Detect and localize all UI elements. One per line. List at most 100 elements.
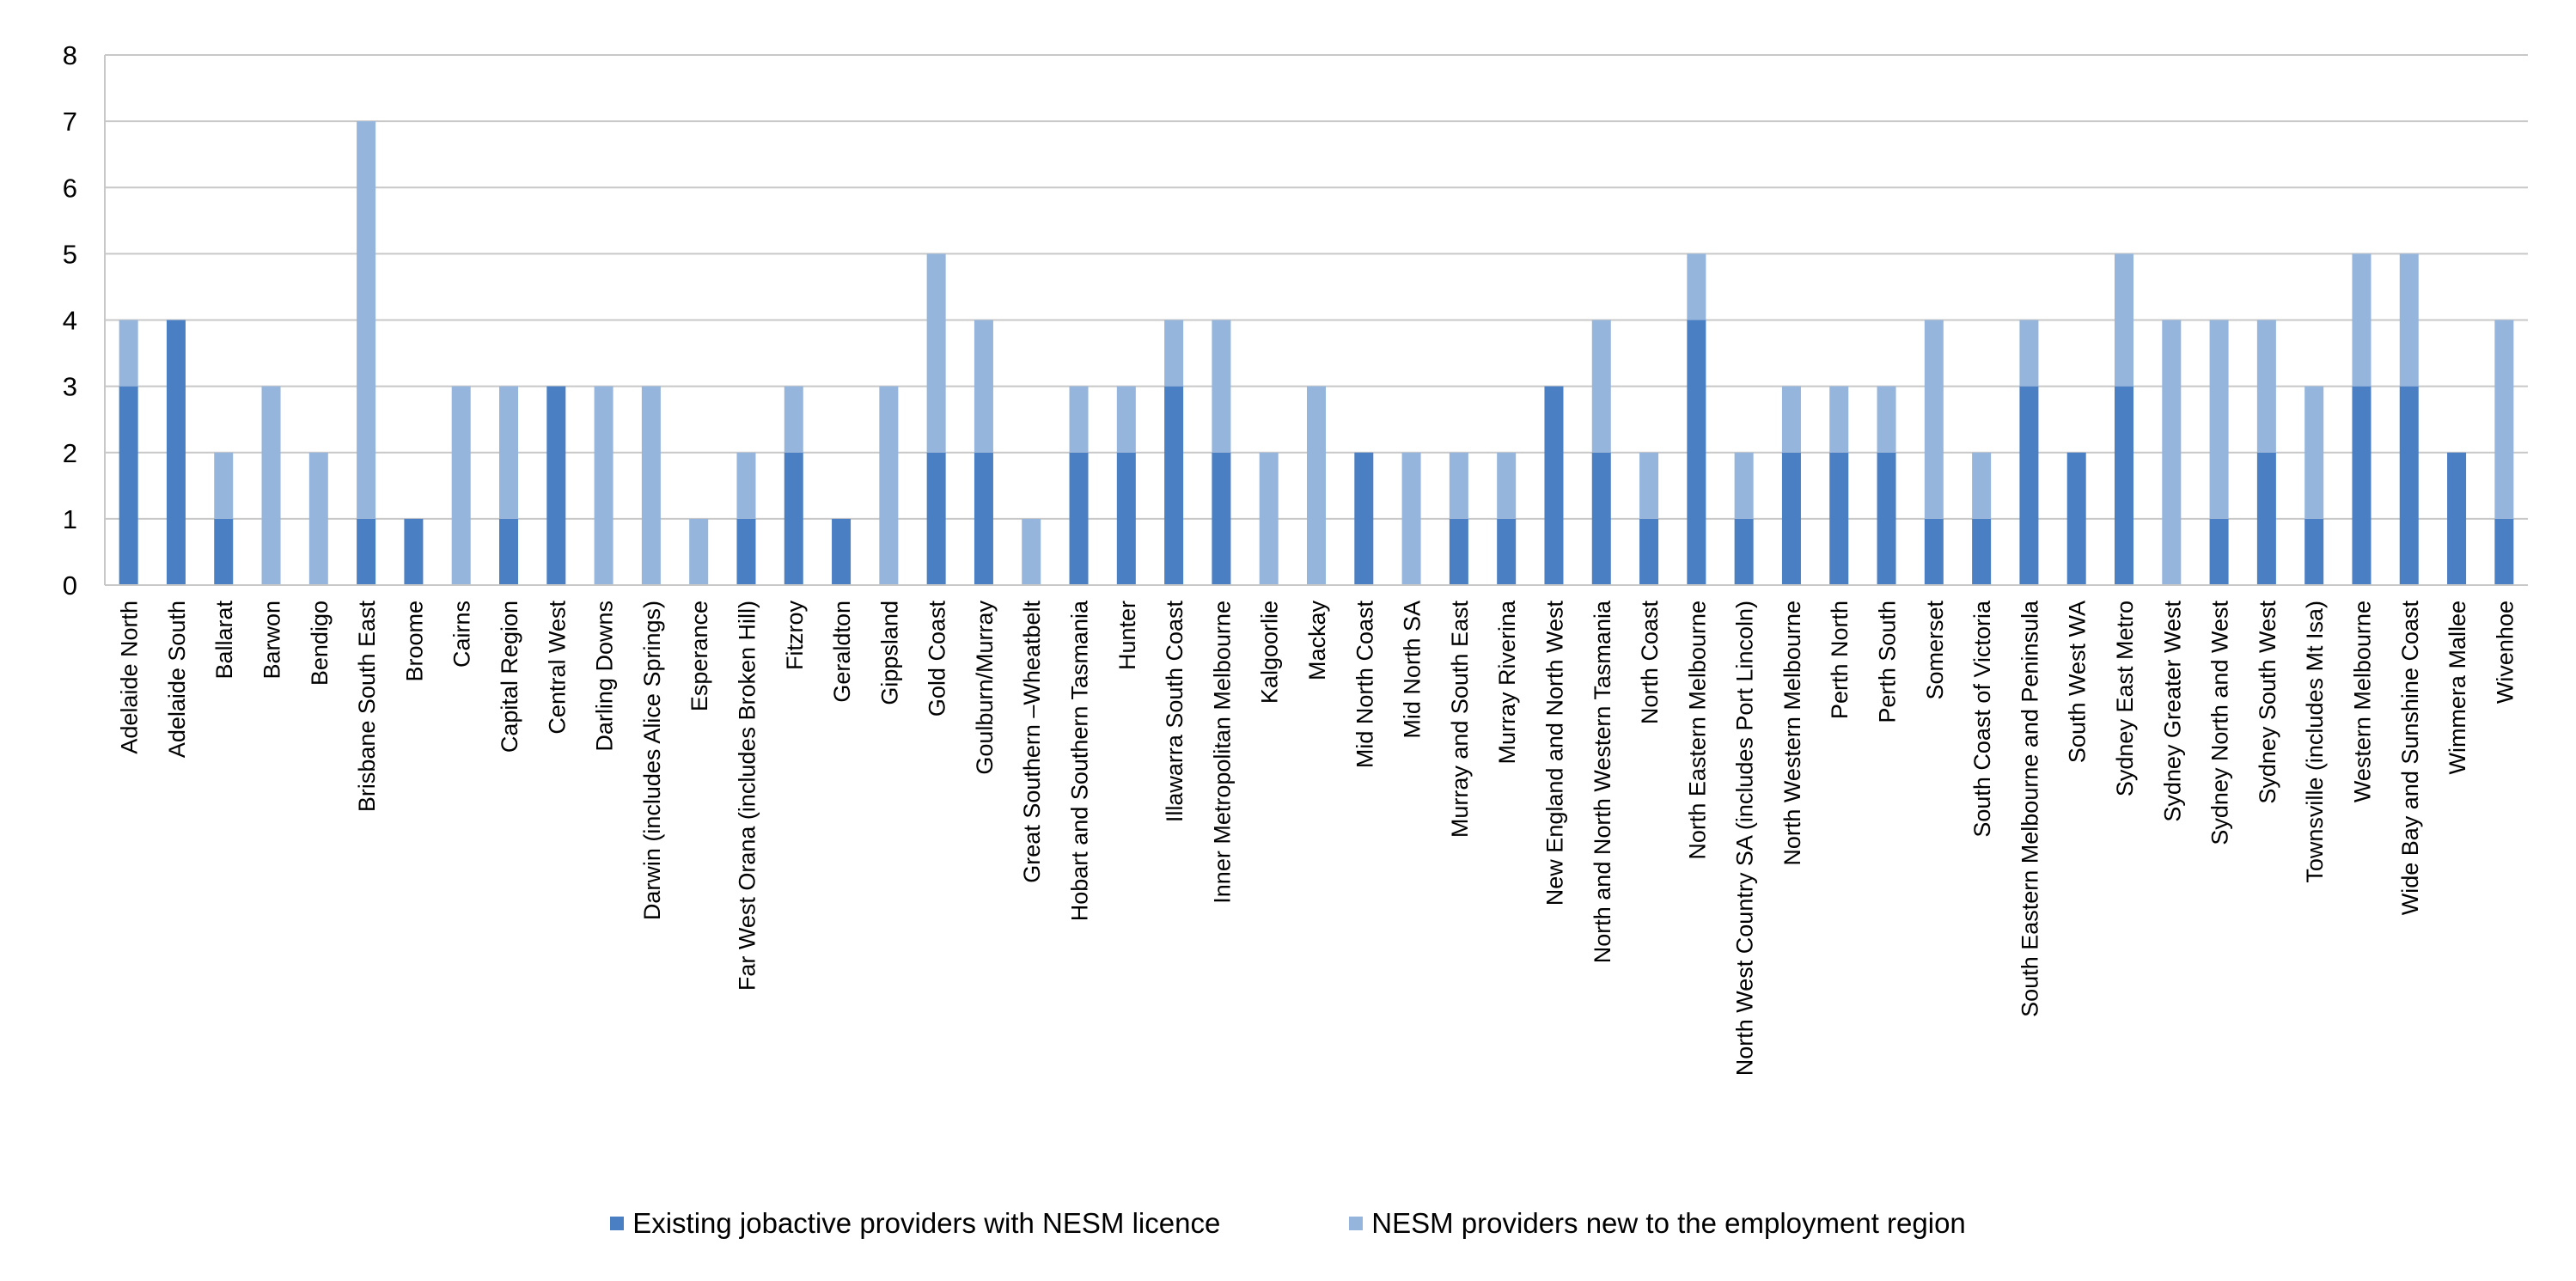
- legend-label-existing: Existing jobactive providers with NESM l…: [632, 1207, 1221, 1239]
- x-category-label: Great Southern –Wheatbelt: [1019, 601, 1045, 883]
- bar-existing: [404, 518, 424, 585]
- bar-existing: [1781, 452, 1801, 585]
- x-category-label: South Eastern Melbourne and Peninsula: [2017, 600, 2042, 1017]
- bar-new: [1259, 452, 1279, 585]
- x-category-label: Hobart and Southern Tasmania: [1067, 600, 1093, 921]
- bar-new: [1734, 452, 1754, 519]
- bar-new: [308, 452, 328, 585]
- bar-new: [1069, 386, 1089, 453]
- bar-existing: [926, 452, 946, 585]
- bar-new: [641, 386, 661, 585]
- bar-new: [451, 386, 471, 585]
- x-category-label: Cairns: [449, 601, 475, 668]
- bar-new: [1924, 320, 1944, 519]
- x-category-label: Mackay: [1304, 601, 1330, 681]
- bar-existing: [214, 518, 234, 585]
- x-category-label: Kalgoorlie: [1257, 601, 1283, 704]
- bar-existing: [974, 452, 993, 585]
- bar-existing: [736, 518, 756, 585]
- bar-new: [879, 386, 899, 585]
- x-category-label: Adelaide South: [164, 601, 190, 758]
- bar-new: [1212, 320, 1231, 453]
- bar-new: [1022, 518, 1041, 585]
- y-tick-label: 3: [63, 372, 77, 402]
- bar-existing: [2352, 386, 2372, 585]
- bar-existing: [1591, 452, 1611, 585]
- bar-existing: [1544, 386, 1564, 585]
- y-tick-label: 6: [63, 173, 77, 203]
- x-category-label: Geraldton: [829, 601, 855, 703]
- x-category-label: Sydney South West: [2255, 601, 2280, 804]
- x-category-label: Sydney East Metro: [2112, 601, 2138, 796]
- bar-new: [784, 386, 803, 453]
- legend: Existing jobactive providers with NESM l…: [0, 1207, 2576, 1240]
- bar-new: [261, 386, 281, 585]
- x-category-label: South West WA: [2065, 601, 2091, 763]
- bar-new: [1449, 452, 1468, 519]
- bar-new: [214, 452, 234, 519]
- bar-existing: [1972, 518, 1992, 585]
- x-category-label: Ballarat: [211, 601, 237, 680]
- bar-new: [689, 518, 709, 585]
- bar-existing: [2447, 452, 2467, 585]
- bar-existing: [1639, 518, 1659, 585]
- axes: [104, 55, 2528, 586]
- x-category-label: Darwin (includes Alice Springs): [639, 601, 665, 920]
- bar-new: [1877, 386, 1896, 453]
- x-category-label: Fitzroy: [782, 601, 808, 671]
- bar-existing: [2256, 452, 2276, 585]
- x-category-label: Mid North SA: [1400, 601, 1425, 739]
- bar-existing: [2209, 518, 2229, 585]
- bar-existing: [119, 386, 138, 585]
- bar-new: [926, 253, 946, 453]
- x-category-label: Central West: [544, 601, 570, 735]
- bar-existing: [1829, 452, 1849, 585]
- x-category-label: Wimmera Mallee: [2445, 601, 2470, 775]
- x-category-label: North Western Melbourne: [1779, 601, 1805, 866]
- x-category-label: Wivenhoe: [2492, 601, 2518, 704]
- x-category-label: Illawarra South Coast: [1162, 601, 1187, 823]
- x-category-label: Perth North: [1827, 601, 1853, 719]
- y-tick-label: 5: [63, 239, 77, 269]
- bar-new: [2209, 320, 2229, 519]
- bar-existing: [499, 518, 518, 585]
- x-category-label: Perth South: [1875, 601, 1901, 723]
- bar-new: [1687, 253, 1706, 320]
- x-category-label: Hunter: [1114, 601, 1140, 670]
- y-tick-label: 8: [63, 40, 77, 70]
- x-category-label: Western Melbourne: [2349, 601, 2375, 802]
- bar-existing: [2066, 452, 2086, 585]
- bar-new: [2494, 320, 2514, 519]
- x-category-label: South Coast of Victoria: [1969, 600, 1995, 838]
- y-tick-label: 1: [63, 504, 77, 534]
- x-category-label: Murray Riverina: [1494, 600, 1520, 765]
- x-category-label: Darling Downs: [592, 601, 618, 752]
- x-category-label: Sydney North and West: [2207, 601, 2233, 845]
- x-category-labels: Adelaide North Adelaide South Ballarat Barw…: [117, 600, 2518, 1076]
- bar-new: [2399, 253, 2419, 387]
- x-category-label: Esperance: [687, 601, 712, 711]
- x-category-label: Far West Orana (includes Broken Hill): [734, 601, 760, 991]
- bar-new: [1639, 452, 1659, 519]
- bar-new: [594, 386, 613, 585]
- x-category-label: Goulburn/Murray: [972, 601, 998, 775]
- bar-new: [1591, 320, 1611, 453]
- bar-existing: [1116, 452, 1136, 585]
- x-category-label: Brisbane South East: [354, 601, 380, 813]
- bar-new: [736, 452, 756, 519]
- x-category-label: Mid North Coast: [1352, 601, 1377, 769]
- bar-new: [1829, 386, 1849, 453]
- bar-existing: [1877, 452, 1896, 585]
- bar-existing: [1687, 320, 1706, 585]
- bar-existing: [2115, 386, 2133, 585]
- bar-new: [1781, 386, 1801, 453]
- y-tick-labels: 0 1 2 3 4 5 6 7 8: [63, 40, 77, 601]
- x-category-label: Adelaide North: [117, 601, 143, 754]
- bar-new: [2019, 320, 2039, 387]
- bar-new: [2304, 386, 2324, 519]
- bar-new: [499, 386, 518, 519]
- bar-new: [1164, 320, 1184, 387]
- y-tick-label: 4: [63, 306, 77, 336]
- x-category-label: Inner Metropolitan Melbourne: [1209, 601, 1235, 904]
